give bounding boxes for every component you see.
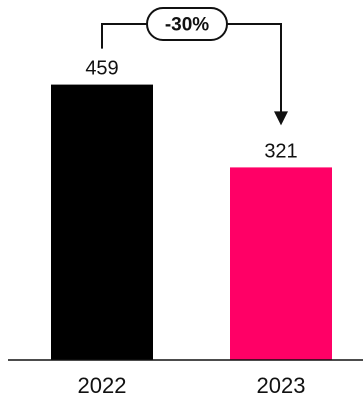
category-label-2022: 2022 [78,373,127,398]
arrow-head-icon [274,111,288,126]
change-annotation: -30% [101,7,288,126]
bar-2022 [51,84,153,360]
labels: 459 2022 321 2023 [78,58,306,398]
value-label-2022: 459 [85,58,118,80]
change-pill [146,7,228,41]
category-label-2023: 2023 [257,373,306,398]
value-label-2023: 321 [264,140,297,162]
change-label: -30% [165,15,209,36]
bar-2023 [230,167,332,360]
bars [51,84,332,360]
